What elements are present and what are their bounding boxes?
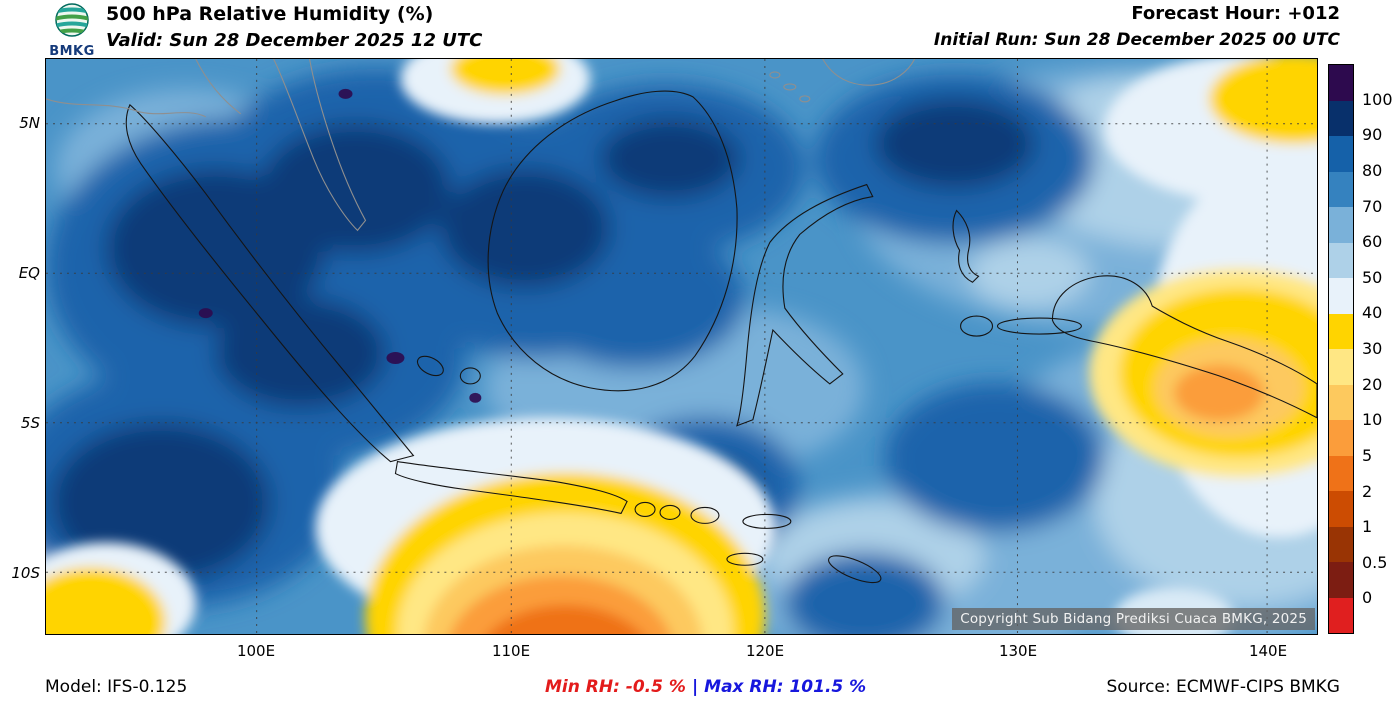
copyright-overlay: Copyright Sub Bidang Prediksi Cuaca BMKG…	[952, 608, 1315, 630]
colorbar-segment	[1329, 349, 1353, 385]
coastlines	[125, 90, 1317, 584]
valid-time-label: Valid: Sun 28 December 2025 12 UTC	[106, 30, 483, 51]
colorbar-segment	[1329, 242, 1353, 278]
colorbar-segment	[1329, 420, 1353, 456]
lon-label-100e: 100E	[236, 642, 276, 660]
forecast-hour-label: Forecast Hour: +012	[1131, 3, 1340, 24]
colorbar-segment	[1329, 100, 1353, 136]
colorbar-label: 0.5	[1362, 552, 1388, 572]
lon-label-110e: 110E	[491, 642, 531, 660]
initial-run-label: Initial Run: Sun 28 December 2025 00 UTC	[933, 30, 1340, 50]
colorbar-segment	[1329, 597, 1353, 633]
colorbar-label: 1	[1362, 517, 1373, 537]
colorbar-segment	[1329, 171, 1353, 207]
colorbar-segment	[1329, 526, 1353, 562]
colorbar-segments	[1328, 64, 1354, 634]
colorbar-segment	[1329, 207, 1353, 243]
colorbar-label: 2	[1362, 481, 1373, 501]
bmkg-logo-icon	[55, 3, 89, 37]
lat-label-eq: EQ	[18, 264, 40, 282]
colorbar-label: 90	[1362, 125, 1383, 145]
colorbar-label: 30	[1362, 339, 1383, 358]
colorbar-label: 20	[1362, 374, 1383, 394]
colorbar-label: 5	[1362, 445, 1373, 465]
colorbar-label: 80	[1362, 160, 1383, 180]
lat-label-5s: 5S	[20, 414, 40, 432]
colorbar-labels: 100 90 80 70 60 50 40 30 20 10 5 2 1 0.5 0	[1362, 64, 1400, 634]
minmax-separator: |	[691, 677, 699, 697]
max-rh-value: Max RH: 101.5 %	[704, 677, 867, 697]
title-block: 500 hPa Relative Humidity (%) Valid: Sun…	[106, 3, 482, 51]
graticule	[46, 59, 1317, 634]
humidity-field-svg	[46, 59, 1317, 634]
model-label: Model: IFS-0.125	[45, 677, 188, 697]
run-info-block: Forecast Hour: +012 Initial Run: Sun 28 …	[934, 3, 1340, 50]
lat-label-10s: 10S	[11, 564, 40, 582]
bmkg-logo-text: BMKG	[49, 44, 95, 59]
colorbar-label: 10	[1362, 410, 1383, 430]
colorbar-label: 70	[1362, 196, 1383, 216]
bmkg-logo: BMKG	[44, 2, 100, 59]
colorbar-segment	[1329, 278, 1353, 314]
source-label: Source: ECMWF-CIPS BMKG	[1106, 677, 1340, 697]
colorbar-segment	[1329, 65, 1353, 101]
colorbar-label: 0	[1362, 588, 1373, 608]
page-title: 500 hPa Relative Humidity (%)	[106, 3, 434, 25]
humidity-map: Copyright Sub Bidang Prediksi Cuaca BMKG…	[45, 58, 1318, 635]
colorbar-segment	[1329, 313, 1353, 349]
colorbar-segment	[1329, 562, 1353, 598]
lat-label-5n: 5N	[19, 114, 40, 132]
colorbar-label: 50	[1362, 267, 1383, 287]
colorbar-label: 100	[1362, 89, 1393, 109]
colorbar-segment	[1329, 136, 1353, 172]
colorbar-segment	[1329, 455, 1353, 491]
minmax-rh-label: Min RH: -0.5 % | Max RH: 101.5 %	[545, 677, 866, 697]
colorbar-segment	[1329, 384, 1353, 420]
lon-label-120e: 120E	[745, 642, 785, 660]
colorbar-label: 40	[1362, 303, 1383, 323]
min-rh-value: Min RH: -0.5 %	[545, 677, 686, 697]
colorbar-segment	[1329, 491, 1353, 527]
lon-label-130e: 130E	[998, 642, 1038, 660]
colorbar-label: 60	[1362, 232, 1383, 252]
lon-label-140e: 140E	[1248, 642, 1288, 660]
coastlines-foreign	[46, 59, 916, 232]
